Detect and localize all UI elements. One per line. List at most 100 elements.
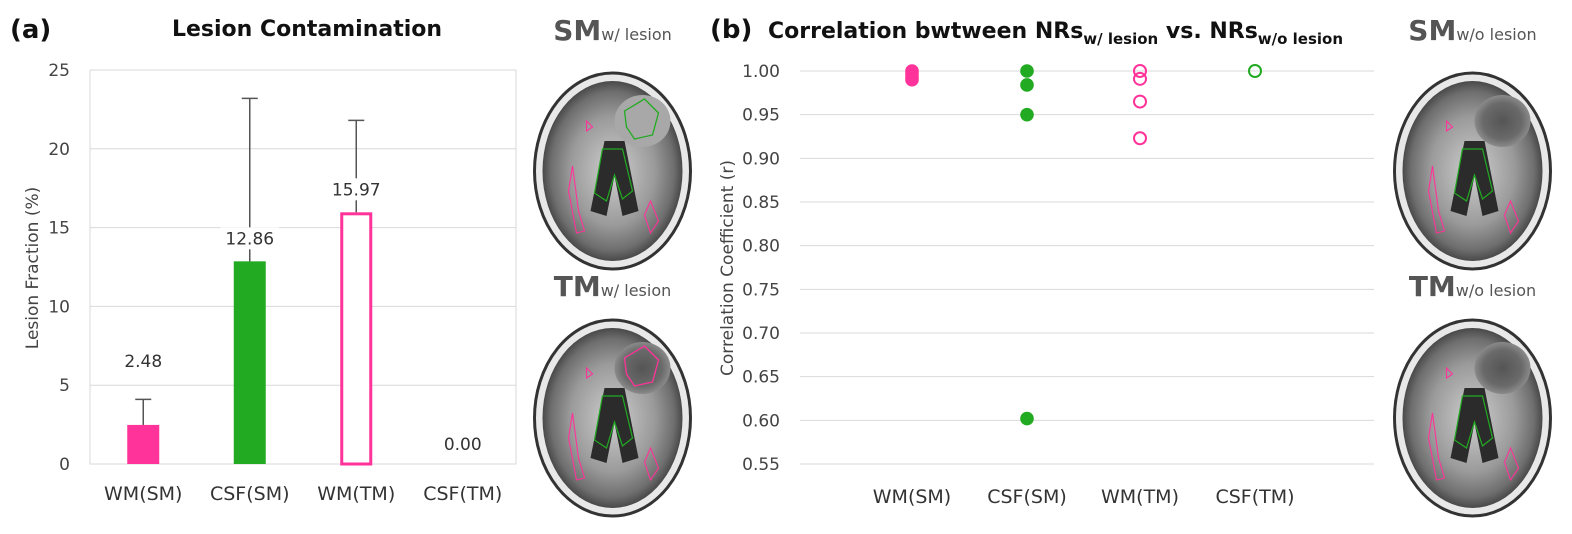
scatter-chart-points xyxy=(905,64,1262,426)
scatter-chart-x-tick-label: WM(SM) xyxy=(873,486,951,508)
wm-contour xyxy=(1445,366,1454,380)
lesion xyxy=(614,342,671,394)
lesion-contour xyxy=(623,345,660,387)
scatter-point xyxy=(1133,131,1147,146)
scatter-chart-title: Correlation bwtween NRsw/ lesion vs. NRs… xyxy=(768,19,1343,48)
wm-contour xyxy=(585,119,594,133)
bar-chart-y-tick-label: 15 xyxy=(48,219,70,239)
brain-image-sm-w-lesion: SMw/ lesion xyxy=(533,14,692,271)
wm-contour xyxy=(1427,412,1446,481)
wm-contour xyxy=(643,446,660,482)
lesion xyxy=(1474,95,1531,147)
scatter-point xyxy=(1020,107,1034,122)
bar-chart-x-tick-label: WM(SM) xyxy=(104,483,182,505)
scatter-chart-x-tick-label: CSF(TM) xyxy=(1215,486,1294,508)
ventricle xyxy=(1450,141,1499,216)
lesion xyxy=(614,95,671,147)
bar-chart-y-tick-label: 10 xyxy=(48,297,70,317)
scatter-point xyxy=(1133,64,1147,78)
data-label-background xyxy=(220,227,279,250)
brain-label-main: SM xyxy=(553,14,601,47)
brain-image-tm-w-o-lesion: TMw/o lesion xyxy=(1393,270,1552,518)
scatter-chart-y-axis-title: Correlation Coefficient (r) xyxy=(718,160,738,376)
brain-label-sub: w/ lesion xyxy=(601,25,672,44)
ventricle xyxy=(590,141,639,216)
scatter-chart-y-tick-label: 0.75 xyxy=(742,280,780,300)
wm-contour xyxy=(1445,119,1454,133)
bar-chart-y-tick-label: 20 xyxy=(48,140,70,160)
bar-chart-lesion-contamination: Lesion Contamination Lesion Fraction (%)… xyxy=(23,17,517,505)
title-part-1: Correlation bwtween NRs xyxy=(768,19,1083,44)
data-label: 15.97 xyxy=(332,180,381,200)
bar-csf-sm xyxy=(233,261,266,464)
csf-contour xyxy=(1453,395,1494,449)
bar-chart-plot-border xyxy=(89,69,517,465)
ventricle xyxy=(590,388,639,463)
scatter-chart-y-tick-label: 0.60 xyxy=(742,411,780,431)
scatter-chart-x-tick-label: CSF(SM) xyxy=(987,486,1067,508)
scatter-chart-y-tick-label: 0.90 xyxy=(742,149,780,169)
title-part-2: w/ lesion xyxy=(1083,30,1158,48)
wm-contour xyxy=(643,199,660,235)
brain-image-label: SMw/o lesion xyxy=(1408,14,1536,47)
panel-a-label: (a) xyxy=(10,15,51,45)
bar-chart-y-ticks: 0 5 10 15 20 25 xyxy=(48,61,70,475)
bar-chart-x-tick-label: WM(TM) xyxy=(317,483,395,505)
brain-label-sub: w/o lesion xyxy=(1456,25,1536,44)
wm-contour xyxy=(1503,446,1520,482)
scatter-chart-y-tick-label: 0.65 xyxy=(742,368,780,388)
scatter-point xyxy=(1248,64,1262,78)
panel-b-label: (b) xyxy=(710,15,752,45)
bar-chart-y-tick-label: 0 xyxy=(59,455,70,475)
bar-wm-sm xyxy=(127,424,160,464)
bar-chart-gridlines xyxy=(90,69,516,465)
bar-chart-x-ticks: WM(SM) CSF(SM) WM(TM) CSF(TM) xyxy=(104,483,502,505)
lesion xyxy=(1474,342,1531,394)
scatter-chart-y-tick-label: 0.95 xyxy=(742,106,780,126)
title-part-4: w/o lesion xyxy=(1258,30,1343,48)
scatter-chart-y-tick-label: 1.00 xyxy=(742,62,780,82)
brain-label-main: TM xyxy=(554,270,601,303)
brain-label-sub: w/o lesion xyxy=(1456,281,1536,300)
scatter-point xyxy=(1020,78,1034,92)
data-label: 0.00 xyxy=(444,435,482,455)
scatter-chart-gridlines xyxy=(800,70,1374,465)
brain-image-label: TMw/ lesion xyxy=(554,270,672,303)
data-label-background xyxy=(119,349,168,372)
bar-chart-bars: 2.48 12.86 15.97 0.00 xyxy=(119,97,487,466)
scatter-chart-x-tick-label: WM(TM) xyxy=(1101,486,1179,508)
bar-chart-y-tick-label: 25 xyxy=(48,61,70,81)
scatter-chart-y-tick-label: 0.70 xyxy=(742,324,780,344)
data-label: 2.48 xyxy=(124,352,162,372)
brain-label-main: TM xyxy=(1409,270,1456,303)
scatter-chart-y-ticks: 0.55 0.60 0.65 0.70 0.75 0.80 0.85 0.90 0.95 1.00 xyxy=(742,62,780,475)
bar-chart-y-tick-label: 5 xyxy=(59,376,70,396)
scatter-point xyxy=(1133,71,1147,86)
data-label: 12.86 xyxy=(225,229,274,249)
bar-wm-tm xyxy=(340,212,373,466)
bar-chart-x-tick-label: CSF(SM) xyxy=(210,483,290,505)
brain-image-label: SMw/ lesion xyxy=(553,14,672,47)
bar-chart-title: Lesion Contamination xyxy=(172,17,442,42)
bar-chart-y-axis-title: Lesion Fraction (%) xyxy=(23,187,43,349)
scatter-chart-x-ticks: WM(SM) CSF(SM) WM(TM) CSF(TM) xyxy=(873,486,1295,508)
wm-contour xyxy=(567,412,586,481)
data-label-background xyxy=(327,178,386,201)
wm-contour xyxy=(1427,165,1446,234)
brain-label-main: SM xyxy=(1408,14,1456,47)
wm-contour xyxy=(585,366,594,380)
scatter-chart-y-tick-label: 0.85 xyxy=(742,193,780,213)
csf-contour xyxy=(593,395,634,449)
scatter-point xyxy=(1020,64,1034,78)
wm-contour xyxy=(1503,199,1520,235)
data-label-background xyxy=(438,433,487,455)
ventricle xyxy=(1450,388,1499,463)
brain-image-tm-w-lesion: TMw/ lesion xyxy=(533,270,692,518)
brain-image-label: TMw/o lesion xyxy=(1409,270,1536,303)
title-part-3: vs. NRs xyxy=(1158,19,1258,44)
csf-contour xyxy=(593,148,634,202)
bar-chart-x-tick-label: CSF(TM) xyxy=(423,483,502,505)
csf-contour xyxy=(1453,148,1494,202)
scatter-chart-y-tick-label: 0.55 xyxy=(742,455,780,475)
